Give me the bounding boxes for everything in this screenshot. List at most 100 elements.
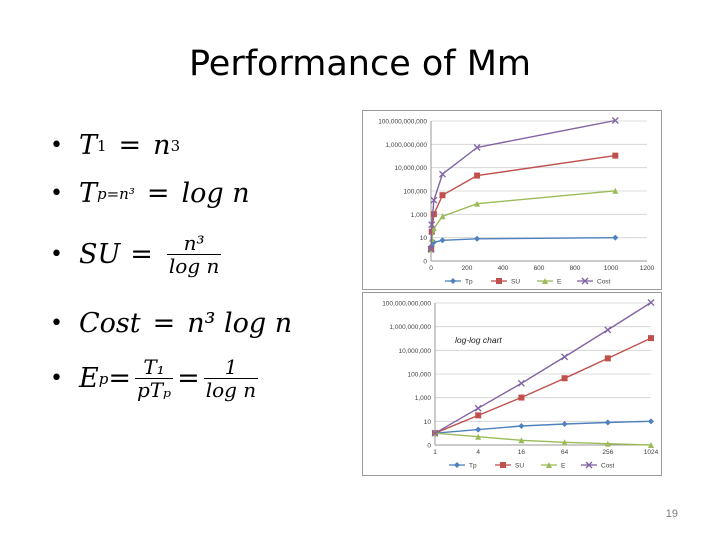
data-point-cost — [517, 379, 525, 387]
formula-ep-numerator-1: T₁ — [143, 355, 165, 379]
y-tick-label: 100,000,000,000 — [382, 301, 431, 308]
legend-marker-cost — [585, 461, 593, 469]
legend-marker-tp — [454, 462, 460, 468]
series-line-cost — [430, 119, 616, 251]
y-tick-label: 10 — [424, 419, 432, 426]
data-point-e — [648, 442, 654, 448]
data-point-e — [475, 433, 482, 440]
data-point-cost — [439, 170, 446, 178]
data-point-cost — [431, 429, 439, 437]
legend-marker-su — [500, 462, 506, 468]
series-line-su — [430, 154, 616, 251]
equals-sign: = — [152, 308, 176, 339]
data-point-cost — [427, 245, 435, 253]
data-point-tp — [474, 235, 481, 242]
data-point-su — [612, 152, 619, 159]
legend-marker-e — [546, 462, 552, 468]
formula-su-lhs: SU — [78, 239, 121, 270]
equals-sign: = — [177, 363, 200, 394]
formula-su-fraction: n³ log n — [166, 232, 222, 278]
data-point-cost — [647, 299, 655, 306]
data-point-cost — [474, 404, 482, 412]
slide-title: Performance of Mm — [188, 44, 532, 84]
chart-annotation: log-log chart — [455, 335, 502, 345]
data-point-cost — [430, 196, 438, 204]
data-point-su — [474, 172, 481, 179]
formula-su: • SU = n³ log n — [50, 232, 225, 277]
y-tick-label: 10 — [420, 235, 428, 242]
data-point-e — [561, 439, 568, 446]
series-line-cost — [434, 301, 652, 434]
series-line-tp — [434, 420, 652, 434]
x-tick-label: 1024 — [644, 449, 659, 456]
data-point-cost — [561, 353, 569, 361]
y-tick-label: 1,000,000,000 — [385, 142, 427, 149]
data-point-su — [648, 335, 654, 342]
data-point-cost — [428, 221, 436, 229]
x-tick-label: 16 — [518, 449, 526, 456]
formula-t1-lhs-sub: 1 — [97, 136, 107, 155]
data-point-tp — [648, 418, 654, 425]
bullet-dot: • — [50, 242, 63, 267]
formula-cost-lhs: Cost — [78, 308, 141, 339]
x-tick-label: 1200 — [640, 265, 655, 272]
y-tick-label: 100,000 — [408, 372, 432, 379]
formula-t1-lhs: T — [78, 130, 97, 161]
series-line-e — [430, 190, 616, 251]
legend-label-e: E — [557, 279, 562, 286]
legend-label-cost: Cost — [601, 463, 615, 470]
legend-label-cost: Cost — [597, 279, 611, 286]
equals-sign: = — [146, 178, 170, 209]
equals-sign: = — [118, 130, 142, 161]
data-point-su — [430, 211, 437, 218]
data-point-cost — [604, 326, 612, 334]
data-point-tp — [604, 419, 611, 426]
formula-t1-rhs-sup: 3 — [170, 136, 181, 155]
formula-ep-fraction-1: T₁ pTₚ — [134, 355, 174, 401]
data-point-tp — [475, 426, 482, 433]
y-tick-label: 100,000,000,000 — [378, 119, 427, 126]
formula-t1-rhs: n — [153, 130, 171, 161]
data-point-su — [604, 355, 611, 362]
data-point-e — [612, 187, 619, 194]
x-tick-label: 1 — [433, 449, 437, 456]
data-point-e — [518, 437, 525, 444]
data-point-su — [439, 192, 446, 199]
data-point-tp — [518, 423, 525, 430]
equals-sign: = — [108, 363, 131, 394]
formula-tp-lhs-sub: p=n³ — [97, 184, 135, 203]
bullet-dot: • — [50, 181, 63, 206]
legend-label-su: SU — [515, 463, 524, 470]
data-point-su — [561, 375, 568, 382]
y-tick-label: 0 — [423, 259, 427, 266]
equals-sign: = — [130, 239, 153, 270]
y-tick-label: 100,000 — [404, 189, 428, 196]
formula-cost: • Cost = n³ log n — [50, 308, 292, 339]
y-tick-label: 10,000,000 — [398, 348, 431, 355]
linear-chart-panel: 0 10 1,000 100,000 10,000,000 1,000,000,000 10… — [362, 110, 662, 290]
bullet-dot: • — [50, 366, 63, 391]
legend-label-su: SU — [511, 279, 520, 286]
formula-ep-lhs: E — [78, 363, 99, 394]
formula-tp-rhs: log n — [181, 178, 250, 209]
formula-ep-denominator-2: log n — [203, 378, 259, 402]
data-point-tp — [561, 420, 568, 427]
loglog-chart-panel: 0 10 1,000 100,000 10,000,000 1,000,000,000 10… — [362, 292, 662, 476]
series-line-su — [434, 337, 652, 434]
x-tick-label: 0 — [429, 265, 433, 272]
legend-label-tp: Tp — [465, 279, 473, 286]
formula-su-denominator: log n — [166, 254, 222, 278]
legend-marker-e — [542, 278, 548, 284]
loglog-chart: 0 10 1,000 100,000 10,000,000 1,000,000,000 10… — [382, 299, 659, 470]
legend-marker-cost — [581, 277, 589, 285]
y-tick-label: 1,000 — [415, 395, 432, 402]
legend-marker-tp — [450, 278, 456, 284]
x-tick-label: 600 — [534, 265, 545, 272]
x-tick-label: 800 — [570, 265, 581, 272]
formula-ep-numerator-2: 1 — [224, 355, 238, 379]
bullet-dot: • — [50, 311, 63, 336]
data-point-e — [430, 225, 437, 232]
legend-label-tp: Tp — [469, 463, 477, 470]
